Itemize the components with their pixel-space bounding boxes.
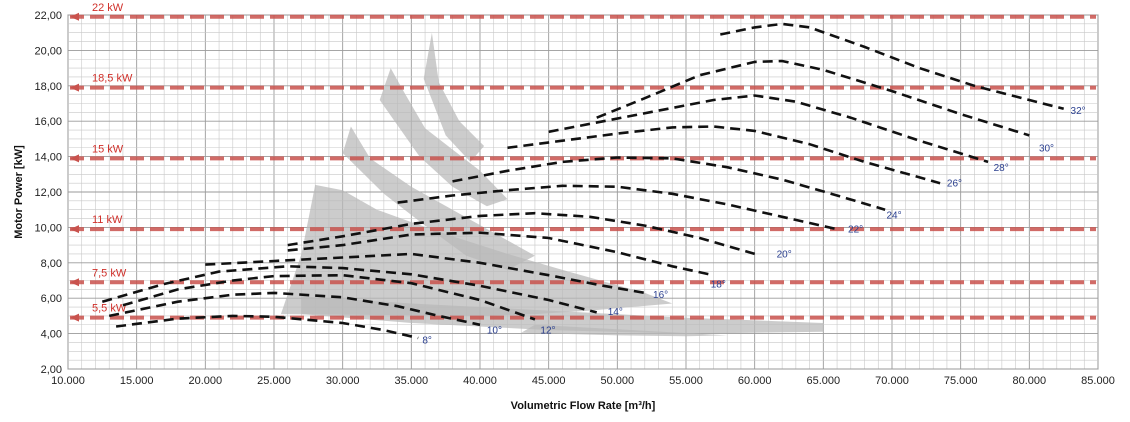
series-label: 14° (608, 307, 623, 318)
series-line (507, 125, 941, 185)
series-line (452, 156, 886, 211)
reference-label: 7,5 kW (92, 267, 127, 279)
series-line (108, 291, 481, 327)
series-label: 20° (777, 249, 792, 260)
x-tick-label: 30.000 (326, 375, 360, 387)
reference-label: 5,5 kW (92, 303, 127, 315)
reference-arrow-icon (70, 278, 79, 287)
operating-band (423, 32, 485, 162)
y-tick-label: 8,00 (41, 258, 62, 270)
series-label: 26° (947, 179, 962, 190)
series-line (205, 252, 646, 295)
reference-arrow-icon (70, 83, 79, 92)
axis-ticks: 10.000 15.000 20.000 25.000 30.000 35.000 40.0… (34, 10, 1114, 387)
reference-arrow-icon (70, 12, 79, 21)
x-tick-label: 60.000 (738, 375, 772, 387)
y-tick-label: 6,00 (41, 293, 62, 305)
x-tick-label: 70.000 (875, 375, 909, 387)
y-tick-label: 16,00 (34, 116, 62, 128)
x-tick-label: 35.000 (395, 375, 429, 387)
series-label: 10° (487, 326, 502, 337)
operating-band (521, 324, 728, 337)
series-label: 12° (540, 326, 555, 337)
x-tick-label: 65.000 (807, 375, 841, 387)
reference-arrow-icon (70, 313, 79, 322)
x-tick-label: 25.000 (257, 375, 291, 387)
series-label: 18° (711, 280, 726, 291)
y-tick-label: 22,00 (34, 10, 62, 22)
y-tick-label: 14,00 (34, 152, 62, 164)
reference-label: 15 kW (92, 143, 124, 155)
operating-band (301, 296, 824, 334)
series-line (720, 22, 1065, 111)
reference-arrow-icon (70, 225, 79, 234)
motor-reference-lines: 22 kW 18,5 kW 15 kW 11 kW 7,5 kW 5,5 kW (70, 2, 1096, 322)
y-tick-label: 18,00 (34, 81, 62, 93)
series-label: 22° (848, 225, 863, 236)
x-tick-label: 80.000 (1013, 375, 1047, 387)
reference-label: 22 kW (92, 2, 124, 14)
series-line (287, 231, 714, 277)
x-tick-label: 45.000 (532, 375, 566, 387)
y-tick-label: 2,00 (41, 364, 62, 376)
x-tick-label: 40.000 (463, 375, 497, 387)
x-axis-title: Volumetric Flow Rate [m³/h] (511, 400, 656, 412)
x-tick-label: 50.000 (601, 375, 635, 387)
x-tick-label: 20.000 (189, 375, 223, 387)
y-tick-label: 4,00 (41, 329, 62, 341)
operating-band (379, 68, 508, 207)
reference-arrow-icon (70, 154, 79, 163)
x-tick-label: 85.000 (1081, 375, 1115, 387)
series-line (101, 264, 598, 314)
blade-angle-curves (101, 22, 1065, 340)
reference-label: 11 kW (92, 214, 123, 226)
x-tick-label: 15.000 (120, 375, 154, 387)
reference-label: 18,5 kW (92, 73, 133, 85)
x-tick-label: 10.000 (51, 375, 85, 387)
blade-angle-labels: 8° 10° 12° 14° 16° 18° 20° 22° 24° 26° 28° 30° 32° (422, 106, 1085, 346)
series-line (397, 184, 838, 231)
x-tick-label: 75.000 (944, 375, 978, 387)
y-tick-label: 20,00 (34, 45, 62, 57)
series-label: 24° (887, 211, 902, 222)
series-label: 30° (1039, 143, 1054, 154)
y-axis-title: Motor Power [kW] (13, 145, 25, 239)
y-tick-label: 10,00 (34, 222, 62, 234)
series-label: 28° (994, 163, 1009, 174)
series-line (122, 273, 536, 321)
series-line (287, 211, 756, 256)
series-line (548, 94, 989, 164)
series-label: 8° (422, 335, 432, 346)
x-tick-label: 55.000 (669, 375, 703, 387)
series-line (596, 59, 1030, 137)
series-label: 32° (1071, 106, 1086, 117)
y-tick-label: 12,00 (34, 187, 62, 199)
series-label: 16° (653, 290, 668, 301)
